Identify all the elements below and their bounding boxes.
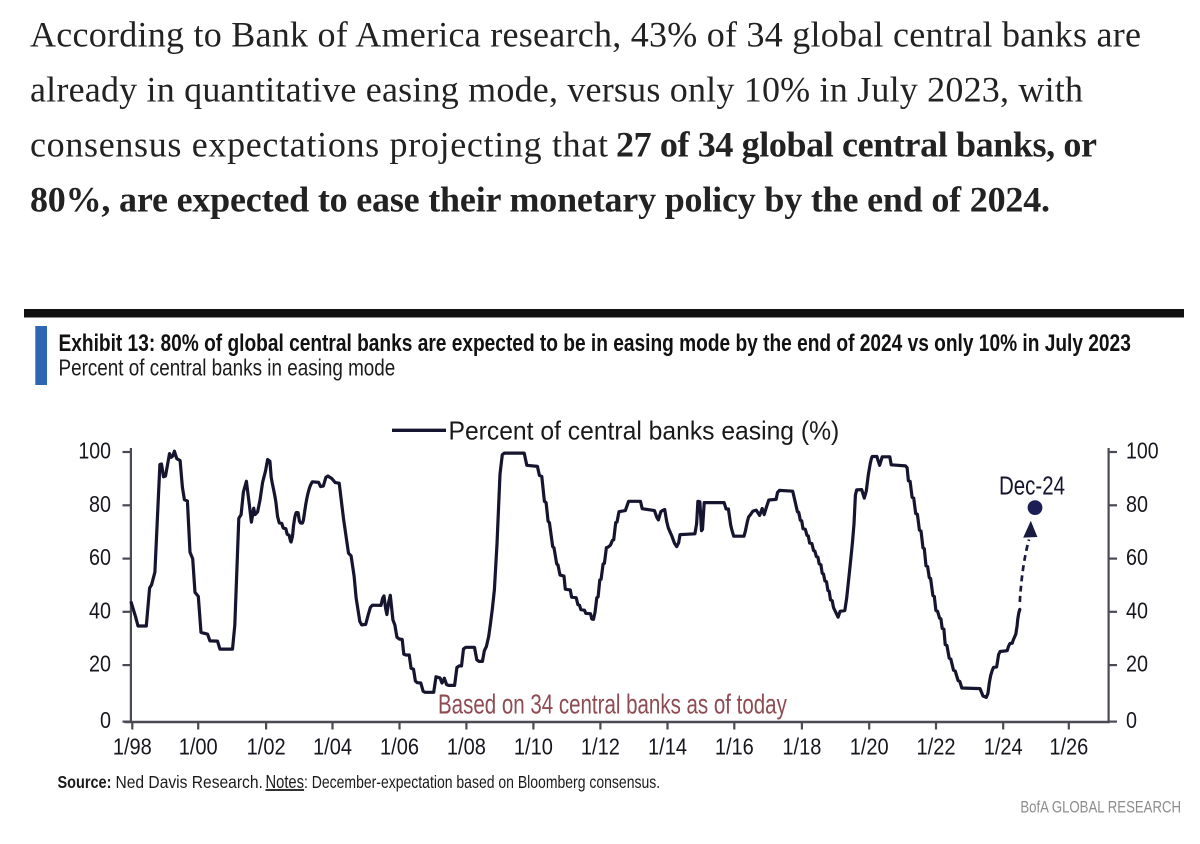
svg-text:100: 100 — [1126, 438, 1159, 464]
svg-text:consensus expectations project: consensus expectations projecting that — [30, 125, 608, 165]
svg-text:60: 60 — [89, 545, 111, 571]
svg-text:1/26: 1/26 — [1049, 733, 1088, 760]
svg-text:40: 40 — [89, 598, 111, 624]
svg-text:0: 0 — [100, 708, 111, 734]
svg-text:Notes: Notes — [266, 773, 304, 793]
svg-text:100: 100 — [78, 438, 111, 464]
svg-text:80: 80 — [1126, 491, 1148, 517]
svg-text:Ned Davis Research.: Ned Davis Research. — [116, 772, 263, 792]
svg-text:1/20: 1/20 — [850, 733, 889, 760]
svg-text:1/06: 1/06 — [380, 733, 419, 760]
svg-text:already in quantitative easing: already in quantitative easing mode, ver… — [30, 70, 1083, 110]
svg-text:BofA GLOBAL RESEARCH: BofA GLOBAL RESEARCH — [1020, 798, 1181, 817]
svg-text:80: 80 — [89, 491, 111, 517]
svg-text:Percent of central banks in ea: Percent of central banks in easing mode — [59, 356, 396, 381]
svg-text:1/22: 1/22 — [917, 733, 956, 760]
svg-text:1/12: 1/12 — [581, 733, 620, 760]
svg-text:1/04: 1/04 — [313, 733, 352, 760]
svg-text:1/10: 1/10 — [514, 733, 553, 760]
svg-text:Dec-24: Dec-24 — [999, 471, 1065, 500]
svg-text:1/08: 1/08 — [447, 733, 486, 760]
svg-text:1/24: 1/24 — [984, 733, 1023, 760]
svg-text:Percent of central banks easin: Percent of central banks easing (%) — [449, 417, 840, 445]
svg-text:1/14: 1/14 — [648, 733, 687, 760]
svg-text:: December-expectation based o: : December-expectation based on Bloomber… — [304, 772, 660, 792]
svg-text:40: 40 — [1126, 598, 1148, 624]
svg-text:1/18: 1/18 — [782, 733, 821, 760]
svg-text:Exhibit 13: 80% of global cent: Exhibit 13: 80% of global central banks … — [59, 329, 1131, 357]
svg-text:Based on 34 central banks as o: Based on 34 central banks as of today — [438, 690, 788, 721]
svg-text:20: 20 — [1126, 651, 1148, 677]
svg-text:27 of 34 global central banks,: 27 of 34 global central banks, or — [616, 125, 1097, 165]
svg-text:60: 60 — [1126, 545, 1148, 571]
svg-text:According to Bank of America r: According to Bank of America research, 4… — [30, 15, 1141, 55]
svg-text:20: 20 — [89, 651, 111, 677]
svg-text:1/16: 1/16 — [715, 733, 754, 760]
svg-text:Source:: Source: — [58, 773, 112, 793]
svg-text:0: 0 — [1126, 708, 1137, 734]
svg-text:1/02: 1/02 — [247, 733, 286, 760]
svg-text:1/98: 1/98 — [113, 733, 152, 760]
svg-text:1/00: 1/00 — [179, 733, 218, 760]
svg-text:80%, are expected to ease thei: 80%, are expected to ease their monetary… — [30, 180, 1050, 220]
